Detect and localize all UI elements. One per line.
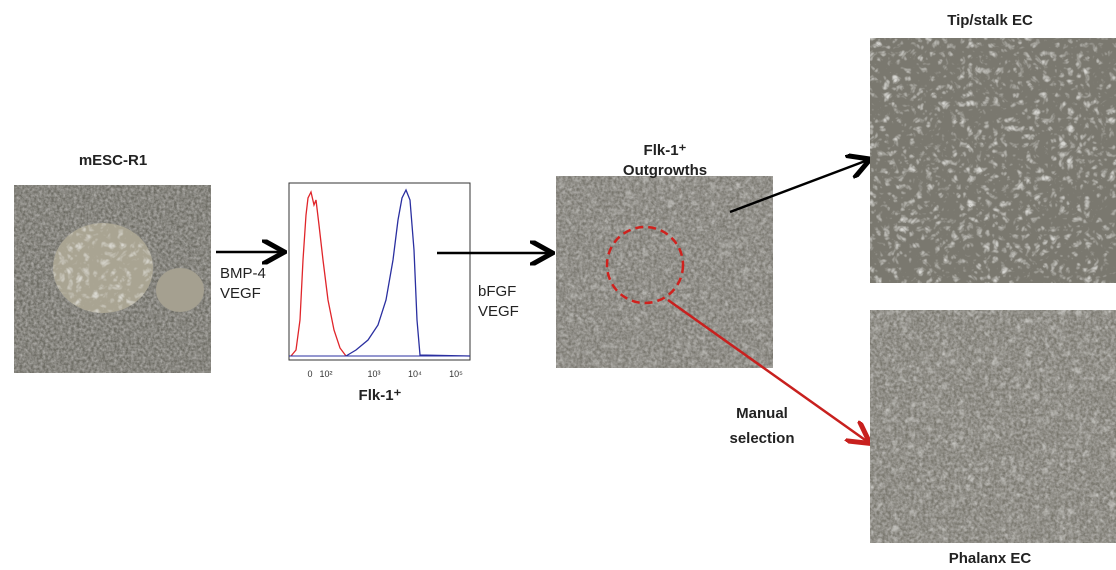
outgrowths-title: Outgrowths [623,162,707,179]
tick-label: 10³ [367,369,380,379]
tick-label: 0 [307,369,312,379]
factor: BMP-4 [220,265,266,282]
tick-label: 10⁵ [449,369,463,379]
tip-stalk-image [870,38,1116,283]
phalanx-image [870,310,1116,543]
histogram-xlabel: Flk-1⁺ [359,387,402,404]
blue-curve [345,188,471,357]
factor: VEGF [478,303,519,320]
arrow [729,160,868,214]
tick-label: 10⁴ [408,369,422,379]
mesc-image [14,185,211,373]
outgrowths-image [556,176,773,368]
factor: bFGF [478,283,516,300]
red-curve [290,190,347,357]
selection-label: Manual [736,405,788,422]
arrow [667,298,868,442]
mesc-title: mESC-R1 [79,152,147,169]
histogram [288,182,471,361]
phalanx-title: Phalanx EC [949,550,1032,567]
tip-stalk-title: Tip/stalk EC [947,12,1033,29]
selection-label: selection [729,430,794,447]
tick-label: 10² [319,369,332,379]
factor: VEGF [220,285,261,302]
outgrowths-title: Flk-1⁺ [644,142,687,159]
